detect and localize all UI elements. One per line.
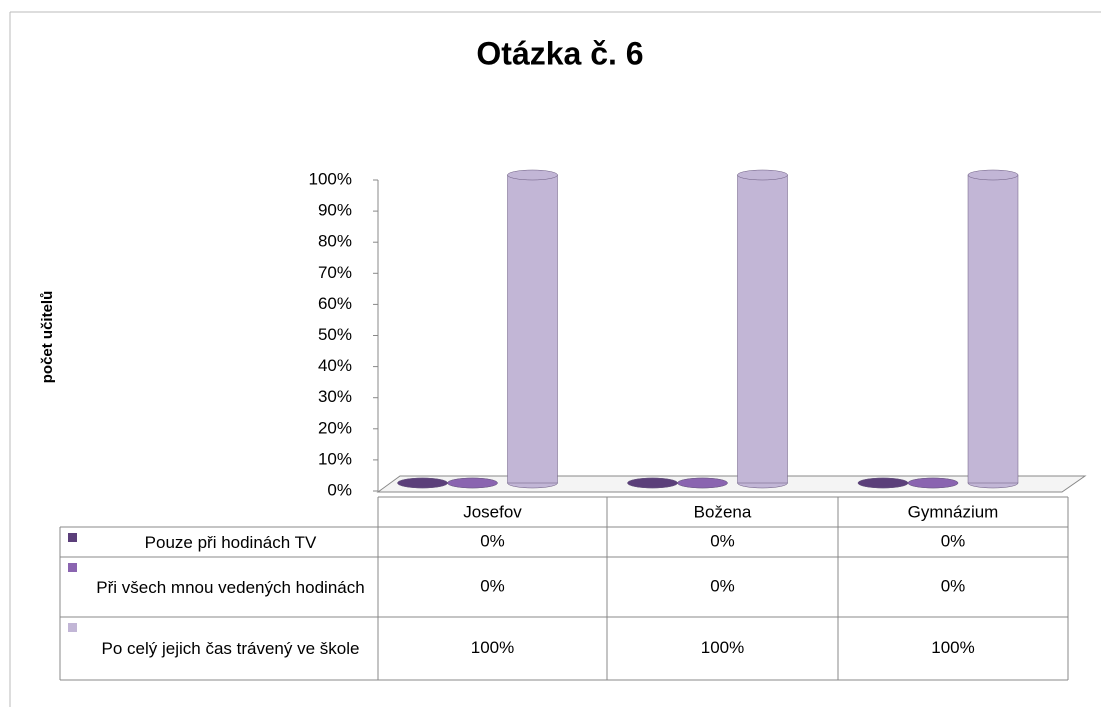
y-tick-label: 100% (309, 169, 352, 188)
column-top (677, 477, 728, 489)
legend-label: Pouze při hodinách TV (144, 532, 317, 552)
y-tick-label: 40% (318, 356, 352, 375)
y-tick-label: 70% (318, 263, 352, 282)
column-top (907, 477, 959, 489)
table-value: 0% (480, 576, 505, 595)
column (737, 169, 788, 489)
column (907, 477, 959, 489)
column (857, 477, 909, 489)
column-top (857, 477, 909, 489)
y-tick-label: 10% (318, 449, 352, 468)
legend-label: Po celý jejich čas trávený ve škole (101, 639, 360, 658)
table-value: 100% (931, 638, 974, 657)
y-tick-label: 50% (318, 325, 352, 344)
table-value: 0% (710, 576, 735, 595)
table-value: 0% (941, 576, 966, 595)
x-tick-label: Gymnázium (908, 502, 999, 521)
y-axis-label: počet učitelů (39, 291, 56, 384)
legend-entry: Při všech mnou vedených hodinách (60, 557, 378, 617)
column-top (737, 169, 788, 181)
legend-entry: Pouze při hodinách TV (60, 527, 378, 557)
column-top (967, 169, 1019, 181)
column-body (737, 174, 788, 484)
column (627, 477, 678, 489)
table-value: 100% (701, 638, 744, 657)
chart-title: Otázka č. 6 (476, 35, 643, 71)
legend-swatch (68, 623, 77, 632)
y-tick-label: 0% (327, 480, 352, 499)
y-tick-label: 60% (318, 294, 352, 313)
column-body (967, 174, 1019, 484)
column-top (447, 477, 498, 489)
column-body (507, 174, 558, 484)
table-value: 0% (941, 531, 966, 550)
column (677, 477, 728, 489)
column (397, 477, 448, 489)
column-top (397, 477, 448, 489)
y-tick-label: 90% (318, 201, 352, 220)
legend-label: Při všech mnou vedených hodinách (96, 577, 365, 597)
table-value: 0% (480, 531, 505, 550)
y-tick-label: 20% (318, 418, 352, 437)
table-value: 0% (710, 531, 735, 550)
table-value: 100% (471, 638, 514, 657)
x-tick-label: Božena (694, 502, 752, 521)
y-tick-label: 30% (318, 387, 352, 406)
column (967, 169, 1019, 489)
column (447, 477, 498, 489)
column-top (627, 477, 678, 489)
legend-swatch (68, 533, 77, 542)
y-tick-label: 80% (318, 232, 352, 251)
legend-entry: Po celý jejich čas trávený ve škole (60, 617, 378, 680)
column (507, 169, 558, 489)
legend-swatch (68, 563, 77, 572)
x-tick-label: Josefov (463, 502, 522, 521)
column-top (507, 169, 558, 181)
